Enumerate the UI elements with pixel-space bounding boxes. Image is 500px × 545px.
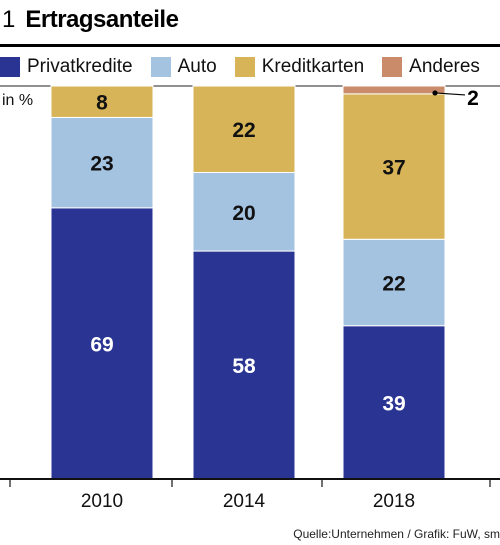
data-label: 23 [90, 153, 113, 176]
data-label: 22 [232, 119, 255, 142]
data-label: 22 [382, 273, 405, 296]
unit-label: in % [2, 92, 34, 109]
legend-label: Anderes [409, 56, 480, 77]
legend-label: Auto [177, 56, 217, 77]
legend-item: Kreditkarten [234, 56, 365, 78]
chart-legend: Privatkredite Auto Kreditkarten Anderes [0, 54, 500, 80]
bar-segment [192, 85, 296, 173]
title-rule [0, 44, 500, 47]
data-label: 2 [467, 87, 479, 110]
legend-item: Privatkredite [0, 56, 133, 78]
bar-segment [50, 207, 154, 480]
bar-segment [50, 85, 154, 118]
data-label: 39 [382, 392, 405, 415]
x-tick-label: 2010 [81, 491, 123, 512]
data-label: 8 [96, 92, 108, 115]
legend-swatch [150, 57, 171, 77]
legend-item: Auto [150, 56, 217, 78]
chart-header: 1 Ertragsanteile [0, 6, 179, 40]
callout-line [434, 92, 466, 96]
bar-segment [342, 238, 446, 327]
data-label: 58 [232, 355, 256, 378]
bar-segment [342, 85, 446, 95]
bar-segment [50, 116, 154, 209]
legend-swatch [382, 57, 403, 77]
data-label: 69 [90, 333, 113, 356]
legend-swatch [234, 57, 255, 77]
bar-segment [342, 325, 446, 480]
legend-item: Anderes [382, 56, 480, 78]
data-label: 20 [232, 202, 255, 225]
chart-title: Ertragsanteile [25, 6, 179, 33]
bar-segment [342, 93, 446, 240]
figure-number: 1 [2, 6, 16, 33]
data-label: 37 [382, 157, 405, 180]
source-note: Quelle:Unternehmen / Grafik: FuW, sm [293, 527, 500, 541]
legend-label: Privatkredite [27, 56, 133, 77]
bar-segment [192, 171, 296, 252]
legend-label: Kreditkarten [261, 56, 365, 77]
x-tick-label: 2018 [373, 491, 415, 512]
legend-swatch [0, 57, 20, 77]
x-tick-label: 2014 [223, 491, 266, 512]
